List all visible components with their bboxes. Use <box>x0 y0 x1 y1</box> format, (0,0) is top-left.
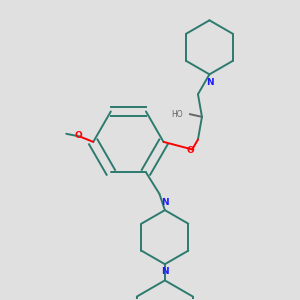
Text: O: O <box>187 146 195 155</box>
Text: N: N <box>161 198 169 207</box>
Text: N: N <box>206 78 213 87</box>
Text: O: O <box>74 130 82 140</box>
Text: N: N <box>161 267 169 276</box>
Text: HO: HO <box>171 110 183 118</box>
